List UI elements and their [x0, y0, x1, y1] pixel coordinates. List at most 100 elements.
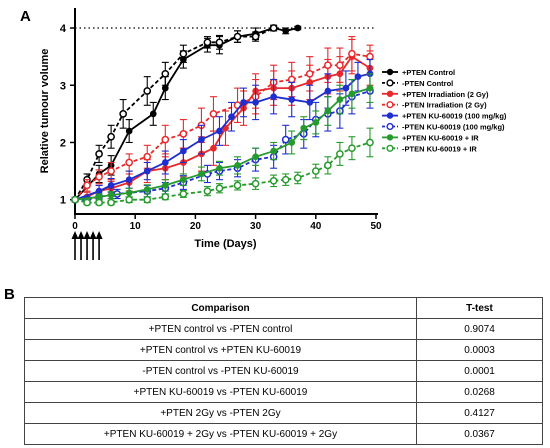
table-row: +PTEN KU-60019 vs -PTEN KU-60019 0.0268 — [24, 381, 543, 403]
data-point — [294, 24, 302, 32]
data-point — [125, 176, 133, 184]
legend-marker — [386, 101, 394, 109]
x-tick-label: 30 — [250, 221, 262, 232]
data-point — [366, 84, 374, 92]
data-point — [305, 69, 314, 78]
data-point — [143, 186, 151, 193]
comparison-cell: -PTEN control vs -PTEN KU-60019 — [24, 360, 417, 382]
comparison-cell: +PTEN control vs -PTEN control — [24, 318, 417, 340]
data-point — [125, 189, 133, 197]
data-point — [228, 113, 235, 121]
data-point — [161, 69, 170, 78]
data-point — [281, 135, 290, 144]
ttest-table: Comparison T-test +PTEN control vs -PTEN… — [24, 297, 543, 445]
data-point — [149, 110, 157, 118]
data-point — [354, 73, 362, 81]
data-point — [300, 124, 308, 132]
data-point — [71, 195, 79, 204]
data-point — [161, 182, 169, 189]
header-ttest: T-test — [416, 297, 543, 319]
data-point — [107, 132, 115, 141]
comparison-cell: +PTEN 2Gy vs -PTEN 2Gy — [24, 402, 417, 424]
data-point — [215, 184, 224, 193]
data-point — [336, 61, 344, 70]
data-point — [180, 147, 187, 155]
legend-marker — [386, 68, 394, 76]
legend-marker — [386, 122, 394, 131]
data-point — [324, 107, 332, 115]
data-point — [251, 179, 260, 188]
x-axis-label: Time (Days) — [194, 238, 256, 250]
table-row: +PTEN 2Gy vs -PTEN 2Gy 0.4127 — [24, 402, 543, 424]
legend-label: +PTEN KU-60019 + IR — [402, 133, 479, 142]
data-point — [251, 32, 260, 41]
data-point — [95, 172, 103, 181]
legend-label: -PTEN KU-60019 (100 mg/kg) — [402, 123, 505, 132]
treatment-arrowhead — [83, 231, 91, 239]
comparison-cell: +PTEN KU-60019 + 2Gy vs -PTEN KU-60019 +… — [24, 423, 417, 445]
table-row: +PTEN KU-60019 + 2Gy vs -PTEN KU-60019 +… — [24, 423, 543, 445]
y-tick-label: 2 — [60, 137, 66, 149]
data-point — [281, 175, 290, 184]
data-point — [180, 176, 187, 184]
data-point — [107, 198, 115, 207]
data-point — [107, 167, 115, 175]
data-point — [107, 191, 115, 199]
treatment-arrowhead — [77, 231, 85, 239]
data-point — [161, 135, 170, 144]
data-point — [324, 87, 332, 95]
data-point — [252, 99, 259, 106]
data-point — [179, 49, 188, 58]
legend-marker — [386, 144, 394, 152]
data-point — [323, 161, 332, 170]
data-point — [269, 24, 278, 32]
legend-label: +PTEN Irradiation (2 Gy) — [402, 90, 489, 99]
data-point — [270, 147, 278, 155]
x-tick-label: 0 — [72, 221, 78, 232]
data-point — [233, 181, 242, 190]
data-point — [234, 162, 241, 169]
table-row: +PTEN control vs -PTEN control 0.9074 — [24, 318, 543, 340]
data-point — [125, 195, 134, 204]
data-point — [216, 127, 223, 135]
data-point — [323, 61, 332, 70]
panel-a-label: A — [20, 8, 31, 25]
data-point — [143, 167, 151, 175]
data-point — [125, 127, 133, 135]
data-point — [179, 190, 188, 198]
treatment-arrowhead — [95, 231, 103, 239]
y-tick-label: 4 — [60, 23, 67, 35]
table-header-row: Comparison T-test — [24, 297, 543, 319]
data-point — [269, 176, 278, 185]
ttest-cell: 0.4127 — [416, 402, 543, 424]
ttest-cell: 0.9074 — [416, 318, 543, 340]
comparison-cell: +PTEN KU-60019 vs -PTEN KU-60019 — [24, 381, 417, 403]
data-point — [143, 195, 152, 204]
ttest-cell: 0.0268 — [416, 381, 543, 403]
data-point — [83, 198, 91, 207]
data-point — [203, 38, 212, 47]
data-point — [366, 52, 374, 61]
data-point — [233, 32, 242, 41]
data-point — [161, 84, 169, 92]
ttest-cell: 0.0367 — [416, 423, 543, 445]
data-point — [311, 167, 320, 175]
data-point — [366, 138, 374, 147]
data-point — [215, 38, 224, 47]
legend-label: -PTEN KU-60019 + IR — [402, 144, 477, 153]
y-axis-label: Relative tumour volume — [39, 49, 51, 174]
legend-marker — [386, 112, 394, 119]
legend-label: +PTEN KU-60019 (100 mg/kg) — [402, 112, 507, 121]
data-point — [336, 96, 344, 103]
data-point — [95, 187, 103, 195]
data-point — [282, 27, 290, 35]
data-point — [306, 99, 314, 106]
data-point — [179, 130, 188, 138]
table-row: +PTEN control vs +PTEN KU-60019 0.0003 — [24, 339, 543, 361]
legend-marker — [386, 134, 394, 141]
series-7 — [71, 127, 374, 207]
data-point — [270, 93, 278, 101]
legend-marker — [386, 90, 394, 98]
y-tick-label: 1 — [60, 195, 66, 207]
data-point — [240, 99, 247, 106]
